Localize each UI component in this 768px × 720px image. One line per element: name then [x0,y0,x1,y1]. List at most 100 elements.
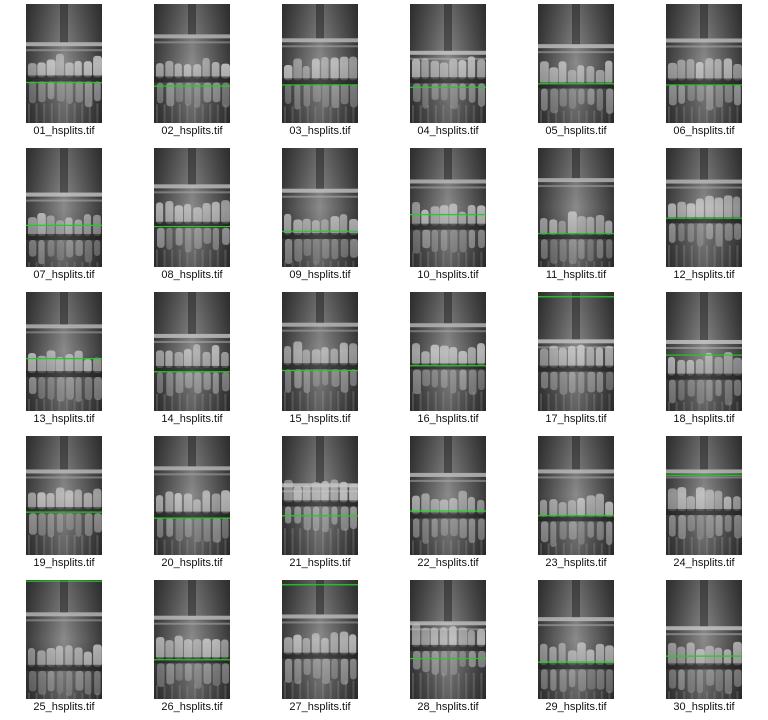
thumbnail-filename: 29_hsplits.tif [545,701,607,713]
xray-thumbnail[interactable] [26,580,102,699]
xray-thumbnail[interactable] [410,4,486,123]
xray-thumbnail[interactable] [666,292,742,411]
thumbnail-item[interactable]: 16_hsplits.tif [384,288,512,432]
xray-thumbnail[interactable] [538,292,614,411]
thumbnail-item[interactable]: 29_hsplits.tif [512,576,640,720]
thumbnail-filename: 30_hsplits.tif [673,701,735,713]
thumbnail-filename: 22_hsplits.tif [417,557,479,569]
xray-thumbnail[interactable] [26,4,102,123]
thumbnail-filename: 06_hsplits.tif [673,125,735,137]
thumbnail-item[interactable]: 04_hsplits.tif [384,0,512,144]
xray-image [26,292,102,411]
xray-image [26,580,102,699]
thumbnail-item[interactable]: 18_hsplits.tif [640,288,768,432]
xray-thumbnail[interactable] [282,148,358,267]
thumbnail-filename: 05_hsplits.tif [545,125,607,137]
thumbnail-item[interactable]: 24_hsplits.tif [640,432,768,576]
thumbnail-item[interactable]: 19_hsplits.tif [0,432,128,576]
thumbnail-filename: 11_hsplits.tif [545,269,607,281]
thumbnail-item[interactable]: 14_hsplits.tif [128,288,256,432]
thumbnail-item[interactable]: 26_hsplits.tif [128,576,256,720]
xray-image [154,436,230,555]
xray-image [154,580,230,699]
xray-image [26,436,102,555]
xray-thumbnail[interactable] [154,580,230,699]
thumbnail-filename: 15_hsplits.tif [289,413,351,425]
xray-thumbnail[interactable] [282,4,358,123]
xray-thumbnail[interactable] [666,580,742,699]
thumbnail-item[interactable]: 01_hsplits.tif [0,0,128,144]
thumbnail-item[interactable]: 22_hsplits.tif [384,432,512,576]
thumbnail-item[interactable]: 10_hsplits.tif [384,144,512,288]
xray-thumbnail[interactable] [154,4,230,123]
thumbnail-filename: 17_hsplits.tif [545,413,607,425]
xray-image [282,148,358,267]
xray-image [410,4,486,123]
xray-image [666,148,742,267]
thumbnail-filename: 21_hsplits.tif [289,557,351,569]
xray-thumbnail[interactable] [666,436,742,555]
xray-image [410,580,486,699]
xray-thumbnail[interactable] [26,292,102,411]
xray-image [26,4,102,123]
thumbnail-filename: 03_hsplits.tif [289,125,351,137]
thumbnail-item[interactable]: 06_hsplits.tif [640,0,768,144]
xray-thumbnail[interactable] [154,148,230,267]
xray-thumbnail[interactable] [410,436,486,555]
thumbnail-filename: 04_hsplits.tif [417,125,479,137]
thumbnail-filename: 19_hsplits.tif [33,557,95,569]
xray-thumbnail[interactable] [666,148,742,267]
thumbnail-item[interactable]: 05_hsplits.tif [512,0,640,144]
thumbnail-item[interactable]: 09_hsplits.tif [256,144,384,288]
xray-image [154,4,230,123]
xray-thumbnail[interactable] [154,292,230,411]
xray-thumbnail[interactable] [410,580,486,699]
xray-thumbnail[interactable] [282,292,358,411]
xray-thumbnail[interactable] [282,580,358,699]
xray-image [282,292,358,411]
xray-image [26,148,102,267]
thumbnail-filename: 02_hsplits.tif [161,125,223,137]
xray-thumbnail[interactable] [666,4,742,123]
thumbnail-item[interactable]: 03_hsplits.tif [256,0,384,144]
xray-thumbnail[interactable] [538,4,614,123]
xray-thumbnail[interactable] [538,580,614,699]
thumbnail-filename: 09_hsplits.tif [289,269,351,281]
thumbnail-item[interactable]: 30_hsplits.tif [640,576,768,720]
xray-thumbnail[interactable] [154,436,230,555]
thumbnail-item[interactable]: 02_hsplits.tif [128,0,256,144]
thumbnail-item[interactable]: 11_hsplits.tif [512,144,640,288]
thumbnail-item[interactable]: 28_hsplits.tif [384,576,512,720]
xray-image [154,292,230,411]
thumbnail-filename: 28_hsplits.tif [417,701,479,713]
xray-thumbnail[interactable] [410,148,486,267]
xray-image [666,580,742,699]
thumbnail-item[interactable]: 27_hsplits.tif [256,576,384,720]
xray-image [282,4,358,123]
thumbnail-item[interactable]: 25_hsplits.tif [0,576,128,720]
thumbnail-item[interactable]: 12_hsplits.tif [640,144,768,288]
thumbnail-item[interactable]: 23_hsplits.tif [512,432,640,576]
thumbnail-item[interactable]: 13_hsplits.tif [0,288,128,432]
xray-thumbnail[interactable] [26,436,102,555]
thumbnail-item[interactable]: 07_hsplits.tif [0,144,128,288]
xray-thumbnail[interactable] [538,148,614,267]
thumbnail-item[interactable]: 21_hsplits.tif [256,432,384,576]
xray-image [410,148,486,267]
thumbnail-filename: 18_hsplits.tif [673,413,735,425]
thumbnail-filename: 25_hsplits.tif [33,701,95,713]
thumbnail-item[interactable]: 20_hsplits.tif [128,432,256,576]
thumbnail-item[interactable]: 17_hsplits.tif [512,288,640,432]
xray-thumbnail[interactable] [538,436,614,555]
xray-image [154,148,230,267]
thumbnail-filename: 10_hsplits.tif [417,269,479,281]
xray-thumbnail[interactable] [26,148,102,267]
xray-image [666,292,742,411]
xray-image [538,4,614,123]
xray-image [410,292,486,411]
thumbnail-item[interactable]: 08_hsplits.tif [128,144,256,288]
thumbnail-item[interactable]: 15_hsplits.tif [256,288,384,432]
xray-thumbnail[interactable] [282,436,358,555]
xray-thumbnail[interactable] [410,292,486,411]
